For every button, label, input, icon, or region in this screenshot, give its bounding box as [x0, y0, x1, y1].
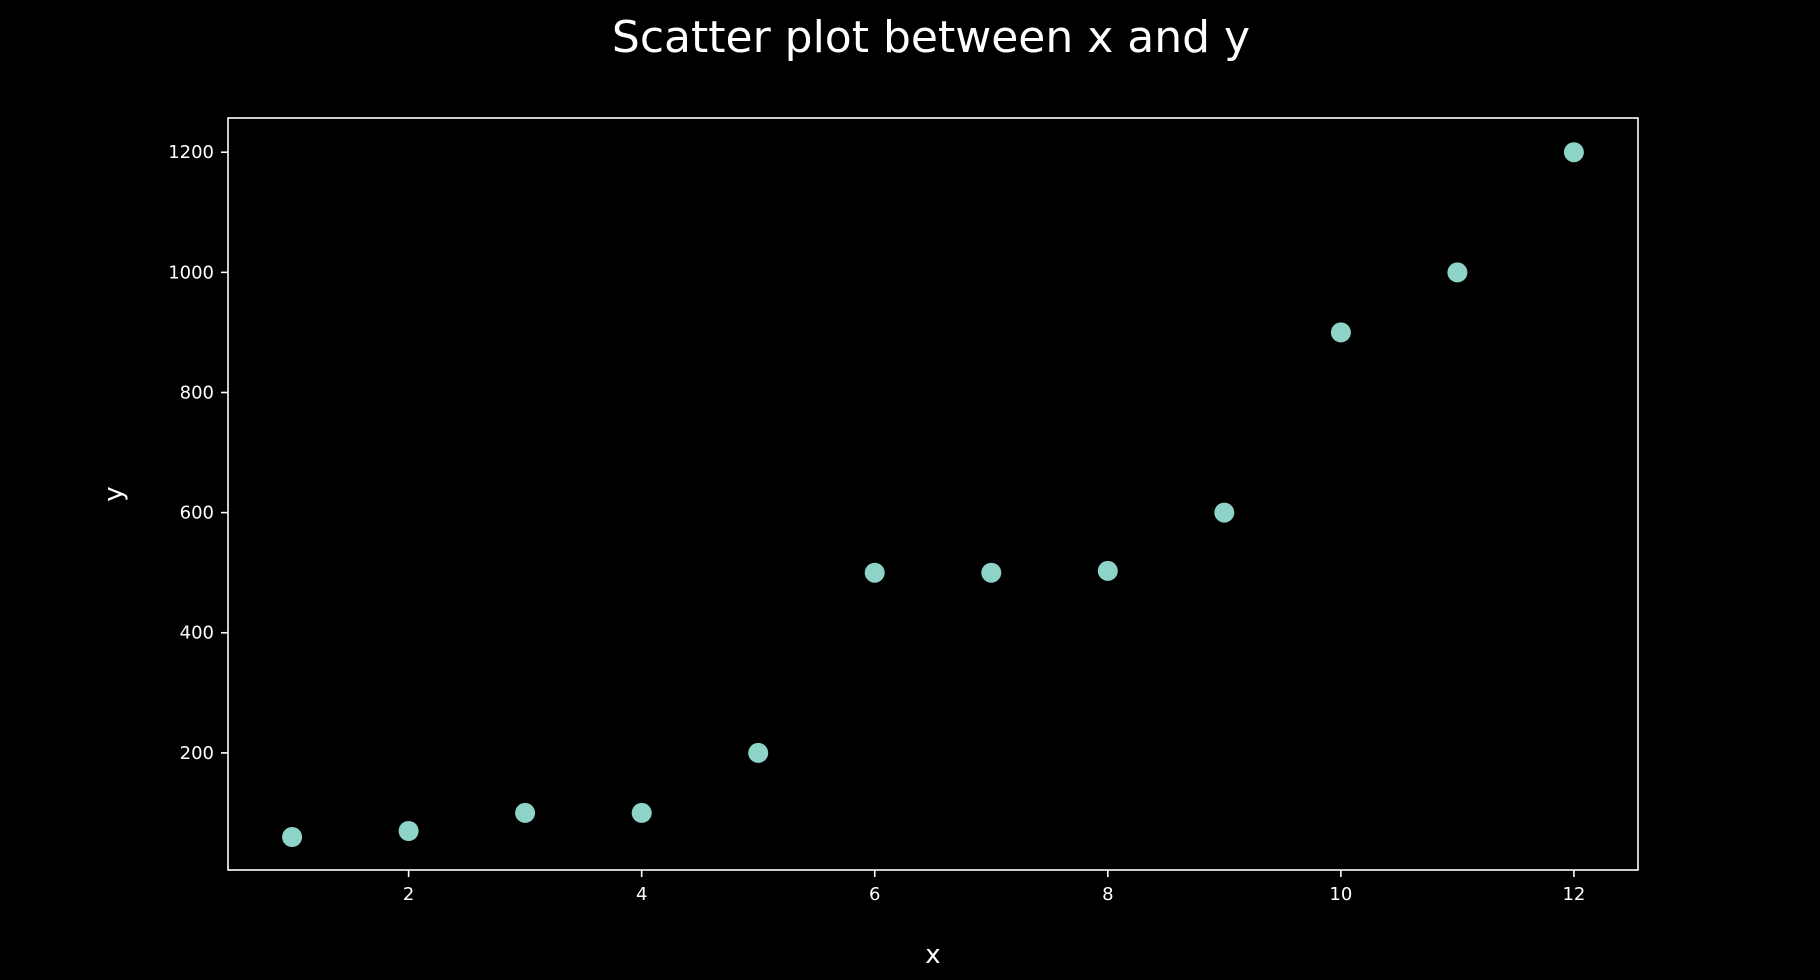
x-tick-label: 4	[636, 884, 647, 905]
scatter-point	[981, 562, 1002, 583]
y-tick-label: 1000	[168, 262, 214, 283]
scatter-point	[398, 821, 419, 841]
scatter-point	[515, 802, 536, 823]
x-tick-label: 10	[1329, 884, 1352, 905]
scatter-point	[1214, 502, 1235, 523]
y-axis-label: y	[99, 486, 129, 501]
chart-title: Scatter plot between x and y	[612, 12, 1250, 63]
x-tick-label: 8	[1102, 884, 1113, 905]
scatter-point	[1563, 142, 1584, 163]
scatter-point	[1097, 560, 1118, 581]
plot-area	[282, 142, 1584, 847]
x-axis-label: x	[925, 940, 940, 970]
y-tick-label: 800	[180, 382, 214, 403]
axis-ticks: 2 4 6 8 10 12 200 400 600 800 1000 1200	[168, 142, 1585, 905]
x-tick-label: 6	[869, 884, 880, 905]
scatter-point	[1330, 322, 1351, 343]
axes-frame	[227, 117, 1639, 871]
scatter-point	[748, 742, 769, 763]
y-tick-label: 600	[180, 503, 214, 524]
y-tick-label: 1200	[168, 142, 214, 163]
y-tick-label: 200	[180, 743, 214, 764]
y-tick-label: 400	[180, 623, 214, 644]
x-tick-label: 2	[403, 884, 414, 905]
scatter-point	[631, 802, 652, 823]
scatter-point	[864, 562, 885, 583]
scatter-point	[282, 827, 303, 847]
x-tick-label: 12	[1562, 884, 1585, 905]
scatter-point	[1447, 262, 1468, 283]
